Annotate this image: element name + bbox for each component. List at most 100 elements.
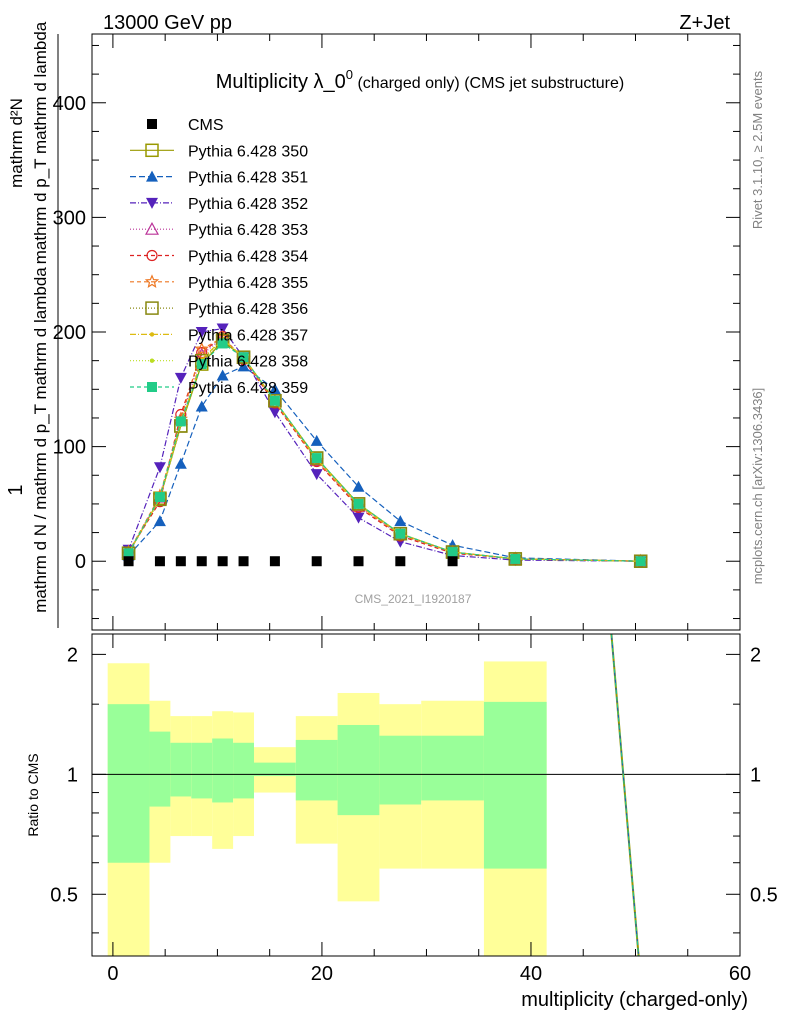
cms-point-0 bbox=[123, 556, 134, 567]
ratio-ytick-label-left-2: 2 bbox=[67, 644, 78, 666]
ratio-inner-band-7 bbox=[295, 739, 338, 801]
legend-marker-0 bbox=[145, 143, 159, 158]
legend-label-9: Pythia 6.428 359 bbox=[188, 380, 308, 397]
cms-point-2 bbox=[175, 556, 186, 567]
series-9-point-0 bbox=[123, 548, 134, 559]
cms-point-7 bbox=[311, 556, 322, 567]
series-6-point-5 bbox=[236, 350, 251, 364]
ratio-ytick-label-right-1: 1 bbox=[750, 764, 761, 786]
series-1-point-2 bbox=[174, 457, 187, 469]
watermark: CMS_2021_I1920187 bbox=[355, 592, 472, 606]
series-1-point-1 bbox=[153, 515, 166, 527]
header-left: 13000 GeV pp bbox=[103, 12, 232, 34]
legend-marker-2 bbox=[146, 197, 158, 209]
main-ytick-label-0: 0 bbox=[75, 551, 86, 573]
series-9-point-11 bbox=[510, 553, 521, 564]
main-ytick-label-4: 400 bbox=[53, 93, 86, 115]
header-right: Z+Jet bbox=[679, 12, 730, 34]
legend-marker-9 bbox=[147, 382, 157, 392]
series-1-point-6 bbox=[268, 383, 281, 395]
series-line-8 bbox=[128, 339, 641, 562]
plot-title-paren: (charged only) (CMS jet substructure) bbox=[353, 75, 624, 92]
series-2-point-1 bbox=[153, 462, 166, 474]
ratio-ylabel: Ratio to CMS bbox=[25, 753, 41, 836]
side-label-rivet: Rivet 3.1.10, ≥ 2.5M events bbox=[750, 70, 765, 229]
ratio-inner-band-1 bbox=[149, 731, 171, 807]
series-2-point-2 bbox=[174, 372, 187, 384]
series-9-point-12 bbox=[635, 556, 646, 567]
legend-marker-4 bbox=[146, 249, 158, 262]
ylabel-num-line1: mathrm d²N bbox=[7, 98, 26, 188]
series-1-point-9 bbox=[394, 515, 407, 527]
main-ytick-label-3: 300 bbox=[53, 207, 86, 229]
cms-point-8 bbox=[353, 556, 364, 567]
series-2-point-3 bbox=[195, 327, 208, 338]
series-9-point-6 bbox=[269, 395, 280, 406]
legend-marker-8 bbox=[149, 358, 155, 363]
legend-label-cms: CMS bbox=[188, 117, 224, 134]
side-label-mcplots: mcplots.cern.ch [arXiv:1306.3436] bbox=[750, 388, 765, 585]
cms-point-4 bbox=[217, 556, 228, 567]
series-line-5 bbox=[128, 336, 641, 562]
ratio-inner-band-10 bbox=[421, 735, 484, 801]
legend-marker-7 bbox=[149, 332, 155, 337]
main-ytick-label-1: 100 bbox=[53, 437, 86, 459]
cms-point-3 bbox=[196, 556, 207, 567]
series-1-point-4 bbox=[216, 369, 229, 381]
series-9-point-7 bbox=[311, 453, 322, 464]
legend-label-3: Pythia 6.428 353 bbox=[188, 222, 308, 239]
ratio-inner-band-5 bbox=[233, 742, 254, 799]
series-1-point-3 bbox=[195, 400, 208, 412]
series-5-point-3 bbox=[194, 341, 209, 356]
ratio-frame bbox=[91, 633, 741, 957]
series-9-point-1 bbox=[154, 492, 165, 503]
ratio-xtick-label-0: 0 bbox=[107, 963, 118, 985]
ratio-ytick-label-right-2: 2 bbox=[750, 644, 761, 666]
series-2-point-8 bbox=[352, 512, 365, 524]
ylabel-num-line2: mathrm d p_T mathrm d lambda bbox=[31, 21, 50, 264]
ratio-xtick-label-1: 20 bbox=[311, 963, 333, 985]
series-line-3 bbox=[128, 336, 641, 562]
cms-point-10 bbox=[447, 556, 458, 567]
ratio-ytick-label-left-0: 0.5 bbox=[50, 884, 78, 906]
legend-label-5: Pythia 6.428 355 bbox=[188, 275, 308, 292]
series-1-point-5 bbox=[237, 360, 250, 372]
legend-label-2: Pythia 6.428 352 bbox=[188, 196, 308, 213]
legend-marker-5 bbox=[144, 274, 160, 288]
ylabel-denominator: mathrm d N / mathrm d p_T mathrm d lambd… bbox=[31, 267, 50, 613]
ratio-xtick-label-2: 40 bbox=[520, 963, 542, 985]
series-2-point-6 bbox=[268, 407, 281, 419]
plot-title-sup: 0 bbox=[346, 67, 353, 82]
ratio-inner-band-2 bbox=[170, 742, 192, 797]
legend-label-4: Pythia 6.428 354 bbox=[188, 249, 308, 266]
legend-marker-1 bbox=[146, 170, 158, 182]
legend: CMS Pythia 6.428 350 Pythia 6.428 351 Pythi… bbox=[130, 117, 308, 397]
ratio-inner-band-11 bbox=[483, 701, 547, 869]
series-9-point-3 bbox=[196, 359, 207, 370]
legend-marker-6 bbox=[145, 301, 159, 315]
series-1-point-7 bbox=[310, 434, 323, 446]
legend-marker-3 bbox=[144, 221, 160, 235]
series-9-point-2 bbox=[175, 416, 186, 427]
plot-title: Multiplicity λ_00 (charged only) (CMS je… bbox=[216, 67, 624, 93]
series-2-point-4 bbox=[216, 323, 229, 335]
ratio-inner-band-3 bbox=[191, 742, 213, 799]
cms-point-9 bbox=[395, 556, 406, 567]
legend-marker-cms bbox=[147, 119, 157, 129]
plot-title-main: Multiplicity λ_0 bbox=[216, 71, 346, 93]
series-6-point-7 bbox=[309, 451, 324, 465]
series-2-point-7 bbox=[310, 469, 323, 481]
legend-label-0: Pythia 6.428 350 bbox=[188, 143, 308, 160]
cms-point-5 bbox=[238, 556, 249, 567]
main-ytick-label-2: 200 bbox=[53, 322, 86, 344]
legend-label-7: Pythia 6.428 357 bbox=[188, 327, 308, 344]
x-axis-label: multiplicity (charged-only) bbox=[521, 989, 748, 1011]
cms-point-6 bbox=[269, 556, 280, 567]
series-9-point-8 bbox=[353, 498, 364, 509]
series-6-point-8 bbox=[351, 497, 366, 511]
ratio-ytick-label-right-0: 0.5 bbox=[750, 884, 778, 906]
series-6-point-9 bbox=[393, 526, 408, 541]
ticks bbox=[92, 34, 741, 956]
ratio-inner-band-6 bbox=[254, 762, 296, 777]
